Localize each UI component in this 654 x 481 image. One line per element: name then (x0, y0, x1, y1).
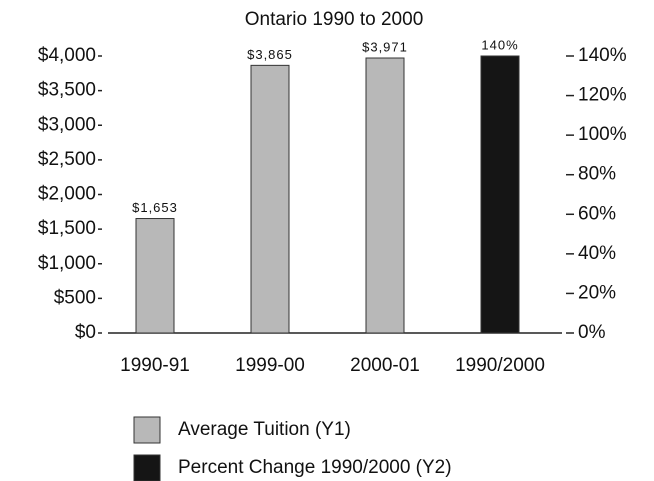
y-tick-label: $0 (75, 322, 96, 343)
y2-tick-label: 20% (578, 282, 616, 303)
x-tick-label: 1990/2000 (455, 355, 545, 376)
y-tick-label: $1,000 (38, 253, 96, 274)
chart-title: Ontario 1990 to 2000 (245, 9, 424, 30)
y-tick-label: $1,500 (38, 218, 96, 239)
y-tick-label: $500 (54, 287, 96, 308)
x-tick-label: 1990-91 (120, 355, 190, 376)
y2-tick-label: 0% (578, 322, 606, 343)
y-tick-label: $2,000 (38, 184, 96, 205)
legend-label: Average Tuition (Y1) (178, 419, 351, 440)
value-label: $3,971 (362, 39, 408, 54)
bar (365, 57, 405, 334)
y2-tick-label: 120% (578, 85, 627, 106)
y2-tick-label: 100% (578, 124, 627, 145)
legend-label: Percent Change 1990/2000 (Y2) (178, 457, 452, 478)
y2-tick-label: 80% (578, 164, 616, 185)
y2-tick-label: 60% (578, 203, 616, 224)
y-tick-label: $2,500 (38, 149, 96, 170)
legend-swatch (133, 416, 161, 444)
legend-swatch (133, 454, 161, 481)
value-label: $1,653 (132, 200, 178, 215)
value-label: 140% (481, 37, 518, 52)
y-tick-label: $3,000 (38, 114, 96, 135)
x-tick-label: 1999-00 (235, 355, 305, 376)
bar (135, 218, 175, 334)
y-tick-label: $4,000 (38, 45, 96, 66)
x-tick-label: 2000-01 (350, 355, 420, 376)
value-label: $3,865 (247, 47, 293, 62)
bar (250, 64, 290, 334)
y2-tick-label: 140% (578, 45, 627, 66)
y2-tick-label: 40% (578, 243, 616, 264)
y-tick-label: $3,500 (38, 80, 96, 101)
bar (480, 55, 520, 334)
